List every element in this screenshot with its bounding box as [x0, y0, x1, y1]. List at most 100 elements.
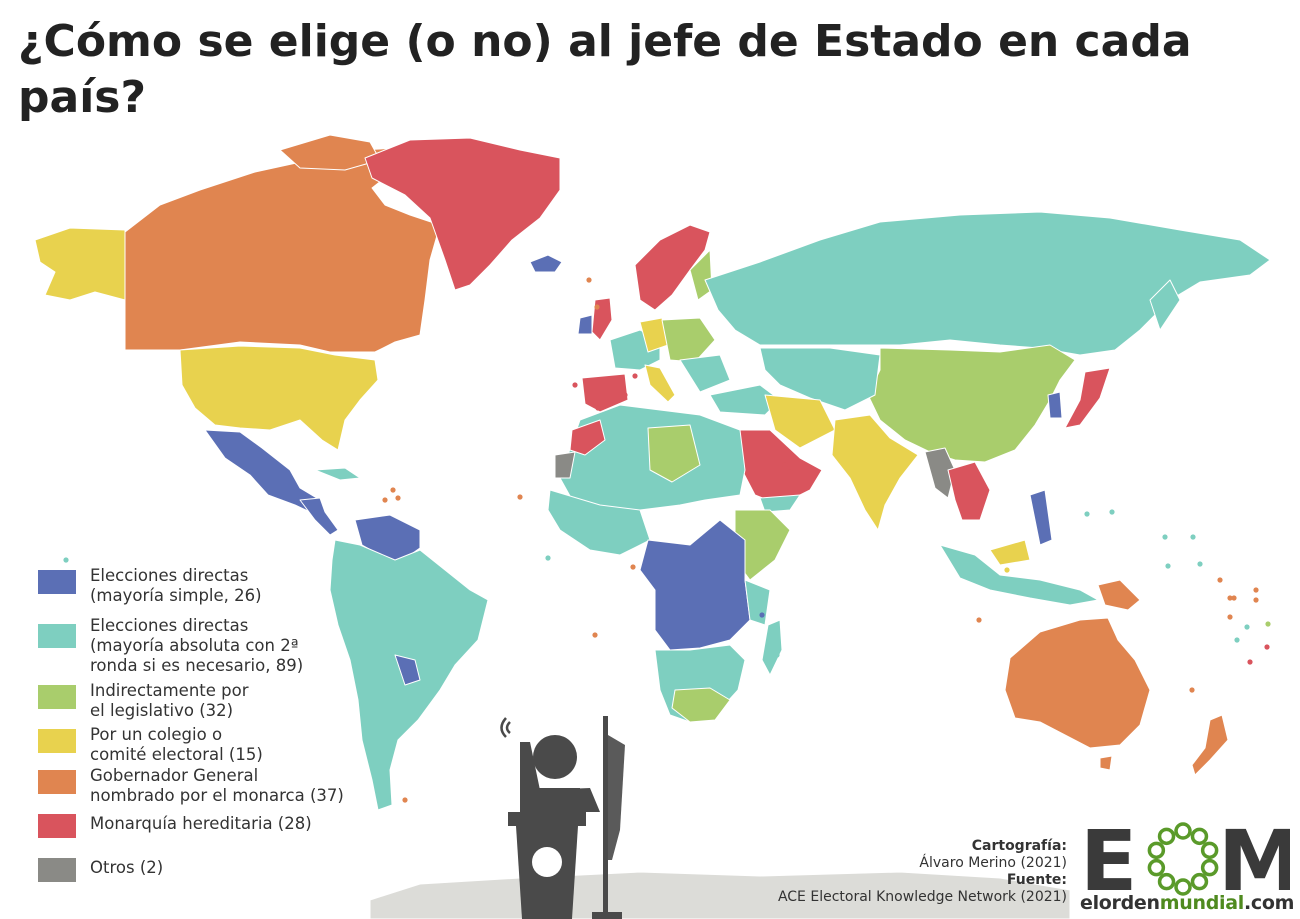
ireland-region [577, 314, 593, 335]
flag-base-icon [592, 912, 622, 919]
papua-region [1097, 579, 1141, 611]
kamchatka-region [1149, 279, 1181, 331]
page-title: ¿Cómo se elige (o no) al jefe de Estado … [18, 16, 1192, 123]
central-europe-region [661, 317, 716, 363]
legend-item-gobernador: Gobernador General nombrado por el monar… [38, 766, 344, 806]
uk-region [591, 297, 613, 341]
west-africa-region [547, 489, 651, 556]
legend-label-colegio: Por un colegio o comité electoral (15) [90, 725, 263, 764]
microstate-dot [787, 469, 793, 475]
microstate-dot [1244, 624, 1250, 630]
legend-swatch-simple [38, 570, 76, 594]
logo-ring-dot-icon [1174, 822, 1192, 840]
legend-label-legislativo: Indirectamente por el legislativo (32) [90, 681, 249, 720]
legend-label-absoluta: Elecciones directas (mayoría absoluta co… [90, 616, 304, 675]
legend-swatch-gobernador [38, 770, 76, 794]
arabia-region [734, 429, 823, 506]
microstate-dot [382, 497, 388, 503]
logo-ring-dot-icon [1157, 827, 1176, 846]
libya-egypt-region [647, 424, 701, 483]
speaker-body-icon [533, 788, 580, 812]
logo-ring-dot-icon [1200, 858, 1219, 877]
logo-letter-e: E [1080, 818, 1137, 910]
legend-item-absoluta: Elecciones directas (mayoría absoluta co… [38, 616, 303, 676]
china-mongolia-region [867, 344, 1076, 463]
balkans-region [679, 354, 731, 393]
greenland-region [364, 137, 561, 291]
logo-ring-dot-icon [1190, 827, 1209, 846]
microstate-dot [545, 555, 551, 561]
microstate-dot [1165, 563, 1171, 569]
credits-fuente-value: ACE Electoral Knowledge Network (2021) [777, 889, 1067, 905]
central-asia-region [759, 347, 881, 411]
microstate-dot [782, 462, 788, 468]
microstate-dot [517, 494, 523, 500]
legend-swatch-legislativo [38, 685, 76, 709]
microstate-dot [1162, 534, 1168, 540]
microstate-dot [402, 797, 408, 803]
logo-url-highlight: mundial [1159, 892, 1245, 914]
microstate-dot [1264, 644, 1270, 650]
microstate-dot [395, 495, 401, 501]
logo-ring-dot-icon [1190, 872, 1209, 891]
legend-label-simple: Elecciones directas (mayoría simple, 26) [90, 566, 262, 605]
madagascar-region [761, 619, 783, 676]
microstate-dot [622, 392, 628, 398]
credits: Cartografía: Álvaro Merino (2021) Fuente… [778, 838, 1067, 906]
caribbean-region [314, 467, 361, 481]
iran-region [764, 394, 836, 449]
sound-wave-icon [505, 721, 511, 734]
credits-cartografia-value: Álvaro Merino (2021) [919, 855, 1067, 871]
paraguay-region [394, 654, 421, 686]
logo-ring-dot-icon [1157, 872, 1176, 891]
microstate-dot [63, 557, 69, 563]
logo-url-prefix: elorden [1080, 892, 1160, 914]
microstate-dot [586, 277, 592, 283]
logo-ring-dot-icon [1147, 858, 1166, 877]
legend-label-monarquia: Monarquía hereditaria (28) [90, 814, 312, 833]
legend-label-gobernador: Gobernador General nombrado por el monar… [90, 766, 344, 805]
microstate-dot [1253, 587, 1259, 593]
tasmania-region [1099, 755, 1113, 771]
russia-region [704, 211, 1271, 356]
logo-url: elordenmundial.com [1080, 892, 1294, 914]
microstate-dot [1227, 614, 1233, 620]
central-america-region [299, 497, 339, 536]
malaysia-region [989, 539, 1031, 566]
yemen-region [759, 494, 801, 513]
korea-japan-region [1064, 367, 1111, 429]
microstate-dot [1217, 577, 1223, 583]
australia-region [1004, 617, 1151, 749]
legend-swatch-otros [38, 858, 76, 882]
microstate-dot [595, 405, 601, 411]
microstate-dot [1109, 509, 1115, 515]
podium-top-icon [508, 812, 586, 826]
microstate-dot [572, 382, 578, 388]
eom-logo: E M [1080, 818, 1290, 910]
legend-item-colegio: Por un colegio o comité electoral (15) [38, 725, 263, 765]
new-zealand-region [1191, 714, 1229, 776]
microstate-dot [1234, 637, 1240, 643]
microstate-dot [1227, 595, 1233, 601]
alaska-region [34, 227, 126, 301]
logo-letter-m: M [1218, 818, 1290, 910]
iceland-region [529, 254, 563, 273]
logo-url-suffix: .com [1243, 892, 1295, 914]
south-korea-region [1047, 391, 1063, 419]
sound-wave-icon [500, 717, 507, 738]
morocco-region [569, 419, 606, 456]
south-asia-region [831, 414, 919, 531]
italy-region [644, 364, 676, 403]
flag-pole-icon [603, 716, 608, 916]
western-sahara-region [554, 451, 576, 479]
microstate-dot [632, 373, 638, 379]
iberia-region [581, 373, 629, 413]
legend-swatch-absoluta [38, 624, 76, 648]
legend-item-simple: Elecciones directas (mayoría simple, 26) [38, 566, 262, 606]
microstate-dot [1189, 687, 1195, 693]
credits-cartografia-label: Cartografía: [971, 838, 1067, 854]
legend-item-otros: Otros (2) [38, 858, 163, 882]
central-africa-region [639, 519, 751, 651]
microstate-dot [630, 564, 636, 570]
